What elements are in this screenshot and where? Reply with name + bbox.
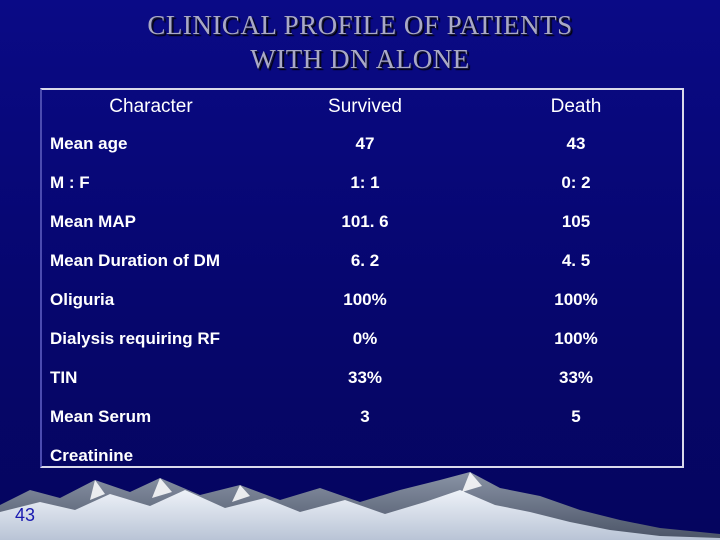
page-number: 43 (14, 505, 36, 525)
row-label: Dialysis requiring RF (50, 328, 221, 348)
row-label: Mean age (50, 133, 128, 153)
death-value: 43 (566, 133, 586, 153)
table-row: M : F 1: 1 0: 2 (42, 163, 682, 202)
row-label: Mean MAP (50, 211, 136, 231)
title-line-2: WITH DN ALONE (250, 44, 470, 74)
survived-value: 6. 2 (350, 250, 380, 270)
row-label: TIN (50, 367, 78, 387)
death-value: 5 (571, 406, 581, 426)
death-value: 4. 5 (561, 250, 591, 270)
survived-value: 33% (347, 367, 383, 387)
row-label: Mean Duration of DM (50, 250, 220, 270)
death-value: 100% (554, 328, 598, 348)
table-row: Oliguria 100% 100% (42, 280, 682, 319)
clinical-profile-table: Character Survived Death Mean age 47 43 … (40, 88, 684, 468)
survived-value: 0% (352, 328, 378, 348)
row-label: M : F (50, 172, 90, 192)
survived-value: 101. 6 (341, 211, 389, 231)
row-label: Oliguria (50, 289, 115, 309)
death-value: 0: 2 (561, 172, 591, 192)
survived-value: 1: 1 (350, 172, 380, 192)
survived-value: 3 (360, 406, 370, 426)
table-row: Mean MAP 101. 6 105 (42, 202, 682, 241)
table-row: Creatinine (42, 436, 682, 475)
header-survived: Survived (328, 96, 402, 117)
mountain-range-graphic (0, 472, 720, 540)
table-row: TIN 33% 33% (42, 358, 682, 397)
header-character: Character (109, 96, 193, 117)
table-row: Mean age 47 43 (42, 124, 682, 163)
slide-title: CLINICAL PROFILE OF PATIENTS WITH DN ALO… (0, 8, 720, 76)
title-line-1: CLINICAL PROFILE OF PATIENTS (147, 10, 573, 40)
death-value: 33% (558, 367, 594, 387)
row-label: Creatinine (50, 445, 134, 465)
table-header-row: Character Survived Death (42, 90, 682, 124)
table-row: Mean Duration of DM 6. 2 4. 5 (42, 241, 682, 280)
table-row: Dialysis requiring RF 0% 100% (42, 319, 682, 358)
death-value: 100% (554, 289, 598, 309)
row-label: Mean Serum (50, 406, 152, 426)
survived-value: 47 (355, 133, 375, 153)
table-row: Mean Serum 3 5 (42, 397, 682, 436)
death-value: 105 (561, 211, 591, 231)
survived-value: 100% (343, 289, 387, 309)
header-death: Death (550, 96, 602, 117)
